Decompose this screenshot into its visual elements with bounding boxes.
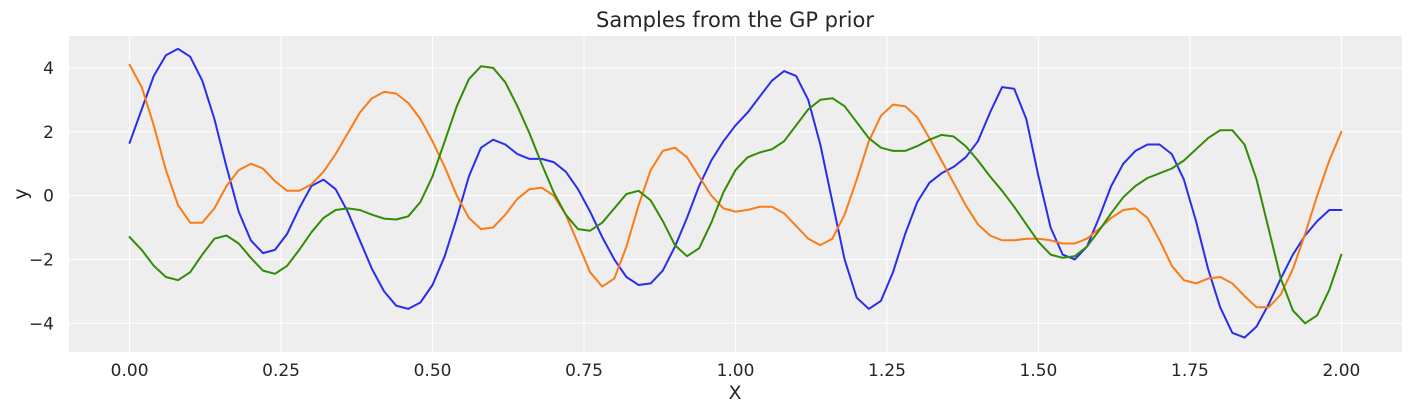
x-axis-label: X [728,382,741,404]
series-line-2 [128,63,1343,309]
x-tick-label: 0.25 [262,361,300,381]
y-ticks: −4 −2 0 2 4 [29,59,54,334]
series-line-3 [128,65,1343,325]
series-group [128,47,1343,339]
x-ticks: 0.00 0.25 0.50 0.75 1.00 1.25 1.50 1.75 2.00 [111,361,1361,381]
x-tick-label: 0.50 [414,361,452,381]
series-line-1 [128,47,1343,339]
y-tick-label: −2 [29,250,54,270]
x-tick-label: 1.50 [1020,361,1058,381]
x-tick-label: 1.00 [717,361,755,381]
y-tick-label: 4 [43,59,54,79]
x-tick-label: 2.00 [1322,361,1360,381]
x-tick-label: 0.00 [111,361,149,381]
chart-title: Samples from the GP prior [596,8,874,32]
x-tick-label: 1.25 [868,361,906,381]
y-tick-label: 2 [43,123,54,143]
y-tick-label: −4 [29,314,54,334]
x-tick-label: 1.75 [1171,361,1209,381]
x-tick-label: 0.75 [565,361,603,381]
y-tick-label: 0 [43,187,54,207]
y-axis-label: y [10,188,32,199]
